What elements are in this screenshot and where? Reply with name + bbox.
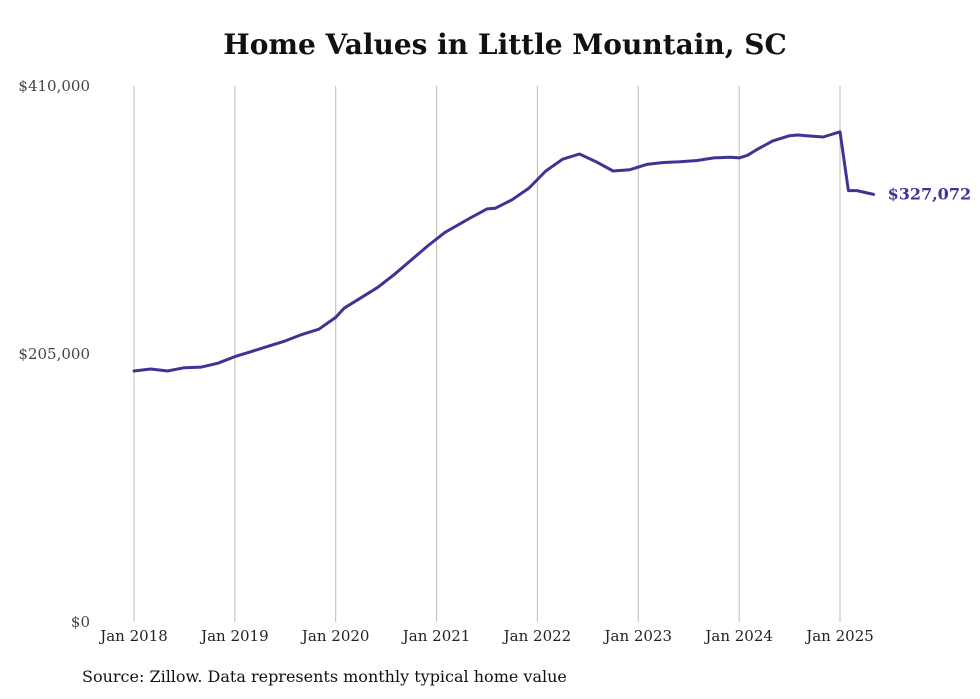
x-tick-label: Jan 2021: [401, 627, 471, 645]
gridlines: [133, 86, 841, 622]
x-axis-ticks: Jan 2018 Jan 2019 Jan 2020 Jan 2021 Jan 2022…: [98, 627, 874, 645]
x-tick-label: Jan 2024: [703, 627, 773, 645]
chart-title: Home Values in Little Mountain, SC: [223, 28, 787, 61]
end-value-label: $327,072: [888, 184, 972, 203]
y-tick-label: $205,000: [18, 345, 90, 363]
series-layer: $327,072: [132, 130, 972, 373]
y-tick-label: $0: [71, 613, 90, 631]
x-tick-label: Jan 2023: [603, 627, 673, 645]
y-tick-label: $410,000: [18, 77, 90, 95]
y-axis-ticks: $0 $205,000 $410,000: [18, 77, 90, 631]
x-tick-label: Jan 2019: [199, 627, 269, 645]
x-tick-label: Jan 2020: [300, 627, 370, 645]
series-line: [132, 130, 876, 373]
x-tick-label: Jan 2025: [804, 627, 874, 645]
source-note: Source: Zillow. Data represents monthly …: [82, 667, 567, 686]
x-tick-label: Jan 2018: [98, 627, 168, 645]
x-tick-label: Jan 2022: [502, 627, 572, 645]
